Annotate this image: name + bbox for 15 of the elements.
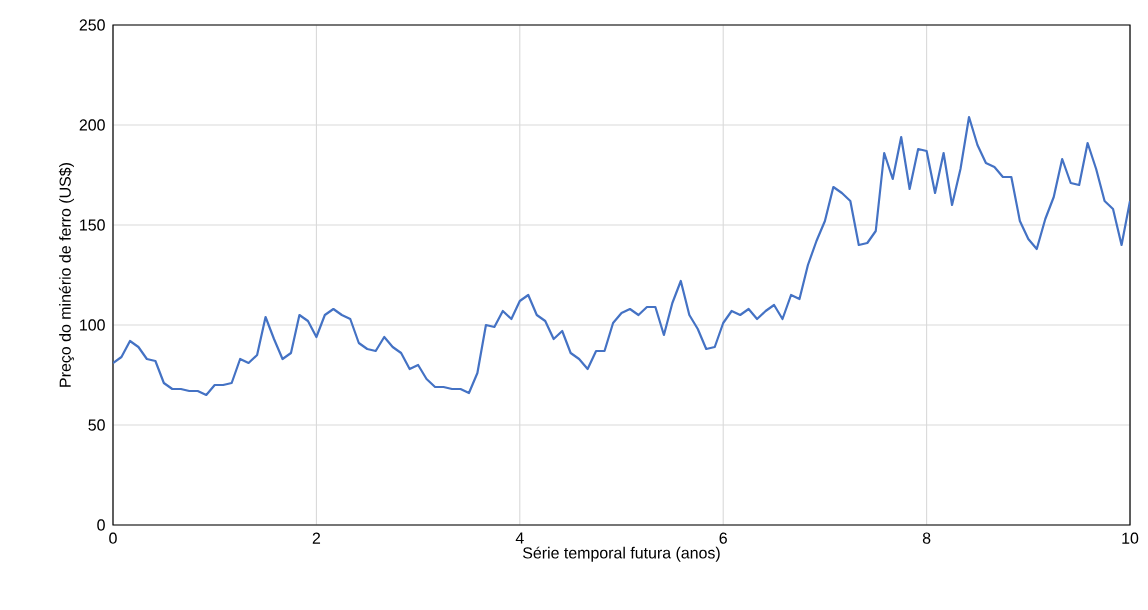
y-axis-title: Preço do minério de ferro (US$)	[58, 163, 75, 387]
x-tick-label: 8	[922, 532, 931, 544]
y-tick-label: 150	[80, 219, 105, 231]
x-tick-label: 2	[312, 532, 321, 544]
y-tick-label: 250	[79, 19, 105, 31]
y-tick-label: 200	[79, 119, 105, 131]
x-tick-label: 10	[1122, 532, 1139, 544]
x-tick-label: 4	[515, 532, 524, 544]
x-axis-title: Série temporal futura (anos)	[522, 546, 720, 562]
line-series	[113, 115, 1131, 397]
x-tick-label: 6	[719, 532, 727, 544]
y-tick-label: 0	[97, 519, 105, 531]
x-tick-label: 0	[109, 532, 117, 544]
y-tick-label: 100	[80, 319, 105, 331]
y-tick-label: 50	[88, 419, 105, 431]
